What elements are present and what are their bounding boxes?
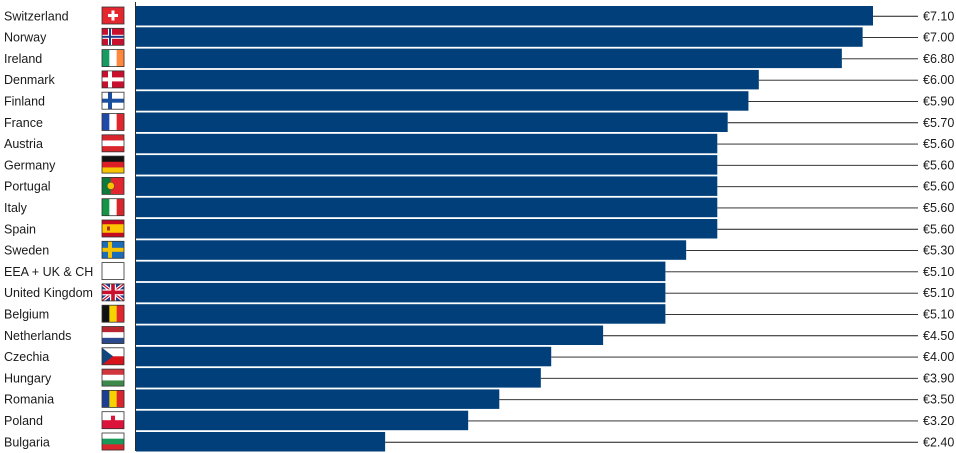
- value-label: €5.30: [923, 244, 954, 258]
- ireland-flag-icon: [101, 49, 125, 67]
- sweden-flag-icon: [101, 240, 125, 259]
- value-label: €7.00: [923, 31, 954, 45]
- norway-flag-icon: [101, 27, 125, 46]
- united-kingdom-flag-icon: [100, 282, 126, 303]
- bar-norway: [136, 27, 863, 47]
- value-label: €5.60: [923, 222, 954, 236]
- value-label: €6.80: [923, 52, 954, 66]
- spain-flag-icon: [101, 219, 125, 238]
- value-label: €5.10: [923, 286, 954, 300]
- category-label: Denmark: [4, 73, 55, 87]
- value-label: €5.10: [923, 265, 954, 279]
- bar-hungary: [136, 368, 541, 388]
- category-label: Switzerland: [4, 9, 69, 23]
- value-label: €4.00: [923, 350, 954, 364]
- value-label: €4.50: [923, 329, 954, 343]
- hungary-flag-icon: [101, 368, 125, 387]
- bar-ireland: [136, 48, 842, 69]
- category-label: Norway: [4, 31, 47, 45]
- bulgaria-flag-icon: [101, 432, 125, 451]
- bar-denmark: [136, 69, 759, 90]
- bar-belgium: [136, 304, 666, 324]
- value-label: €3.50: [923, 393, 954, 407]
- bar-finland: [136, 91, 749, 111]
- finland-flag-icon: [101, 91, 125, 110]
- austria-flag-icon: [101, 134, 125, 153]
- category-label: Netherlands: [4, 329, 71, 343]
- bar-germany: [136, 155, 718, 175]
- czechia-flag-icon: [101, 347, 125, 366]
- category-label: Finland: [4, 94, 45, 108]
- belgium-flag-icon: [101, 304, 125, 323]
- switzerland-flag-icon: [101, 6, 125, 25]
- denmark-flag-icon: [101, 70, 125, 89]
- value-label: €5.10: [923, 307, 954, 321]
- romania-flag-icon: [101, 389, 125, 408]
- bar-romania: [136, 389, 500, 409]
- category-label: France: [4, 116, 43, 130]
- category-label: EEA + UK & CH: [4, 265, 93, 279]
- category-label: United Kingdom: [4, 286, 93, 300]
- france-flag-icon: [101, 113, 125, 131]
- category-label: Belgium: [4, 307, 49, 321]
- bar-switzerland: [136, 6, 873, 26]
- value-label: €5.90: [923, 94, 954, 108]
- category-label: Germany: [4, 158, 56, 172]
- category-label: Czechia: [4, 350, 49, 364]
- category-label: Portugal: [4, 180, 51, 194]
- category-label: Ireland: [4, 52, 42, 66]
- value-label: €3.90: [923, 371, 954, 385]
- category-label: Austria: [4, 137, 43, 151]
- category-label: Romania: [4, 393, 54, 407]
- italy-flag-icon: [101, 198, 125, 217]
- category-label: Spain: [4, 222, 36, 236]
- bar-france: [136, 112, 728, 132]
- value-label: €7.10: [923, 9, 954, 23]
- category-label: Sweden: [4, 244, 49, 258]
- category-label: Hungary: [4, 371, 52, 385]
- category-label: Bulgaria: [4, 435, 50, 449]
- value-label: €5.70: [923, 116, 954, 130]
- bar-eea-uk-ch: [136, 261, 666, 282]
- category-label: Italy: [4, 201, 28, 215]
- poland-flag-icon: [101, 411, 125, 430]
- bar-sweden: [136, 240, 687, 260]
- bar-spain: [136, 219, 718, 239]
- bar-czechia: [136, 346, 552, 367]
- value-label: €3.20: [923, 414, 954, 428]
- value-label: €5.60: [923, 201, 954, 215]
- portugal-flag-icon: [101, 176, 125, 195]
- bar-portugal: [136, 176, 718, 196]
- bar-bulgaria: [136, 432, 386, 452]
- value-label: €5.60: [923, 158, 954, 172]
- bar-poland: [136, 410, 469, 431]
- bar-netherlands: [136, 325, 604, 345]
- bar-united-kingdom: [136, 282, 666, 303]
- bar-austria: [136, 133, 718, 154]
- bar-italy: [136, 197, 718, 218]
- netherlands-flag-icon: [101, 326, 125, 344]
- eea-uk-ch-blank-icon: [101, 262, 125, 281]
- value-label: €2.40: [923, 435, 954, 449]
- germany-flag-icon: [101, 155, 125, 174]
- category-label: Poland: [4, 414, 43, 428]
- value-label: €5.60: [923, 180, 954, 194]
- value-label: €5.60: [923, 137, 954, 151]
- value-label: €6.00: [923, 73, 954, 87]
